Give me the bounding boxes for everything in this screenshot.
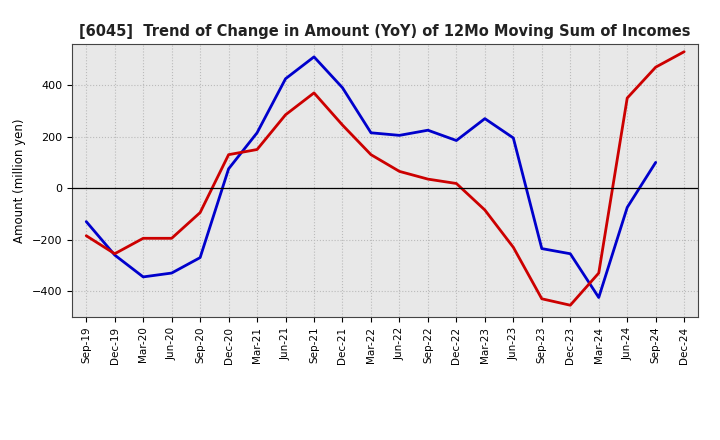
Net Income [282, 112, 290, 117]
Net Income [139, 236, 148, 241]
Net Income [423, 176, 432, 182]
Ordinary Income [395, 133, 404, 138]
Y-axis label: Amount (million yen): Amount (million yen) [13, 118, 26, 242]
Net Income [652, 65, 660, 70]
Net Income [167, 236, 176, 241]
Legend: Ordinary Income, Net Income: Ordinary Income, Net Income [241, 438, 529, 440]
Net Income [225, 152, 233, 158]
Ordinary Income [225, 166, 233, 172]
Net Income [480, 207, 489, 213]
Net Income [310, 90, 318, 95]
Net Income [196, 210, 204, 215]
Net Income [566, 303, 575, 308]
Ordinary Income [452, 138, 461, 143]
Ordinary Income [595, 295, 603, 300]
Ordinary Income [537, 246, 546, 251]
Net Income [509, 245, 518, 250]
Ordinary Income [509, 135, 518, 140]
Ordinary Income [623, 205, 631, 210]
Ordinary Income [82, 219, 91, 224]
Line: Net Income: Net Income [86, 52, 684, 305]
Ordinary Income [110, 253, 119, 258]
Net Income [253, 147, 261, 152]
Net Income [595, 271, 603, 276]
Net Income [395, 169, 404, 174]
Ordinary Income [652, 160, 660, 165]
Net Income [110, 251, 119, 257]
Ordinary Income [310, 54, 318, 59]
Net Income [82, 233, 91, 238]
Net Income [537, 296, 546, 301]
Ordinary Income [366, 130, 375, 136]
Net Income [338, 122, 347, 128]
Ordinary Income [423, 128, 432, 133]
Ordinary Income [480, 116, 489, 121]
Ordinary Income [253, 130, 261, 136]
Net Income [623, 95, 631, 101]
Ordinary Income [566, 251, 575, 257]
Ordinary Income [282, 76, 290, 81]
Line: Ordinary Income: Ordinary Income [86, 57, 656, 297]
Title: [6045]  Trend of Change in Amount (YoY) of 12Mo Moving Sum of Incomes: [6045] Trend of Change in Amount (YoY) o… [79, 24, 691, 39]
Ordinary Income [167, 271, 176, 276]
Net Income [680, 49, 688, 55]
Net Income [452, 181, 461, 186]
Ordinary Income [338, 85, 347, 90]
Net Income [366, 152, 375, 158]
Ordinary Income [196, 255, 204, 260]
Ordinary Income [139, 274, 148, 279]
